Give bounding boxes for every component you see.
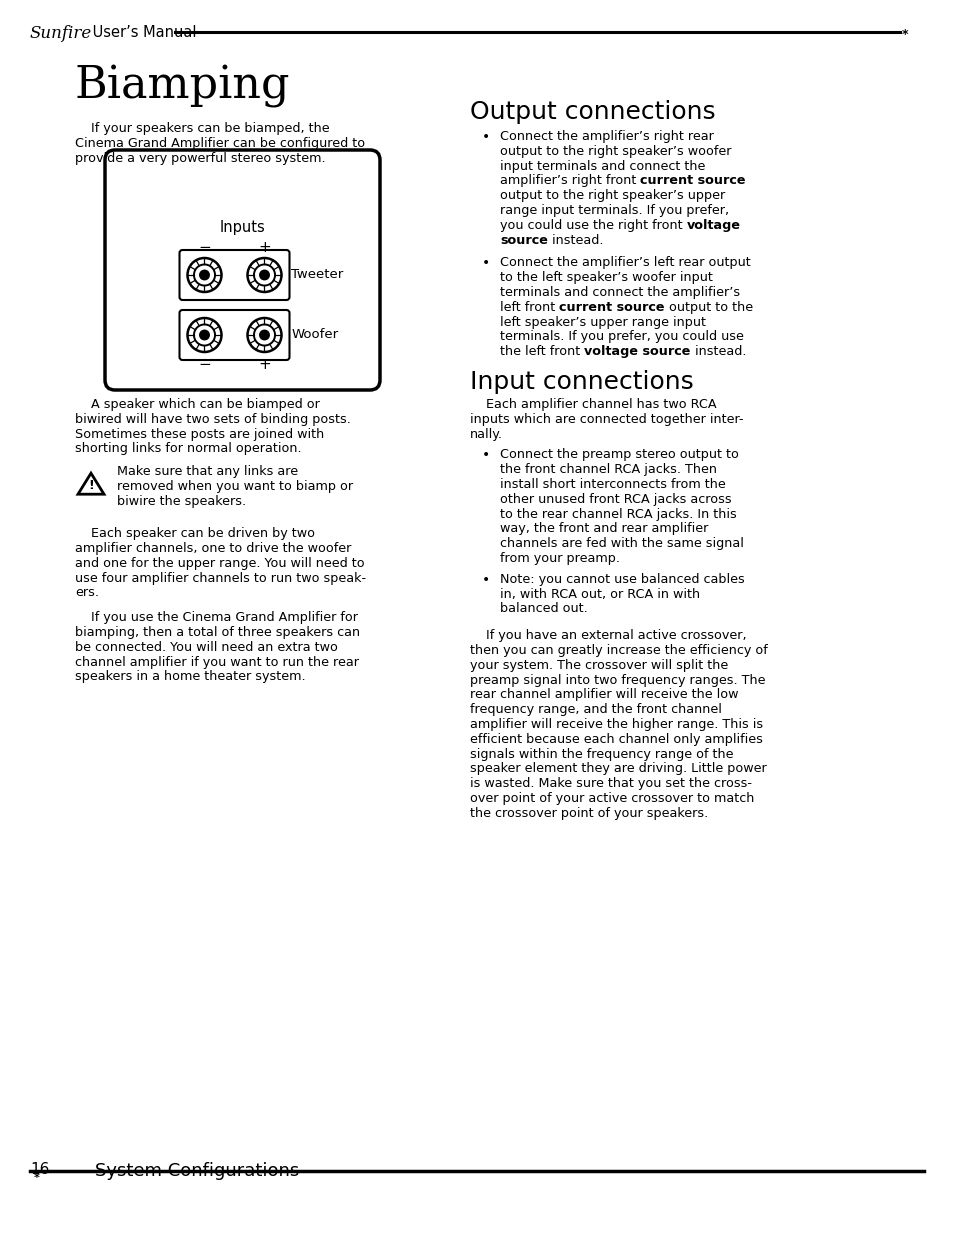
Text: other unused front RCA jacks across: other unused front RCA jacks across xyxy=(499,493,731,506)
Text: biwire the speakers.: biwire the speakers. xyxy=(117,495,246,508)
Text: Connect the amplifier’s left rear output: Connect the amplifier’s left rear output xyxy=(499,257,750,269)
Text: current source: current source xyxy=(558,301,664,314)
Text: biwired will have two sets of binding posts.: biwired will have two sets of binding po… xyxy=(75,412,351,426)
Text: instead.: instead. xyxy=(547,233,602,247)
Text: input terminals and connect the: input terminals and connect the xyxy=(499,159,704,173)
Text: the crossover point of your speakers.: the crossover point of your speakers. xyxy=(470,806,707,820)
Text: range input terminals. If you prefer,: range input terminals. If you prefer, xyxy=(499,204,728,217)
Text: voltage source: voltage source xyxy=(583,346,690,358)
Text: Woofer: Woofer xyxy=(292,329,338,342)
Text: Input connections: Input connections xyxy=(470,370,693,394)
Text: shorting links for normal operation.: shorting links for normal operation. xyxy=(75,442,301,456)
Text: Connect the preamp stereo output to: Connect the preamp stereo output to xyxy=(499,448,739,462)
Text: signals within the frequency range of the: signals within the frequency range of th… xyxy=(470,747,733,761)
Circle shape xyxy=(199,330,209,340)
Text: speakers in a home theater system.: speakers in a home theater system. xyxy=(75,671,305,683)
Text: •: • xyxy=(481,448,490,462)
Text: and one for the upper range. You will need to: and one for the upper range. You will ne… xyxy=(75,557,364,569)
Text: nally.: nally. xyxy=(470,427,502,441)
Text: Cinema Grand Amplifier can be configured to: Cinema Grand Amplifier can be configured… xyxy=(75,137,365,149)
Text: channel amplifier if you want to run the rear: channel amplifier if you want to run the… xyxy=(75,656,358,668)
Text: !: ! xyxy=(88,479,93,492)
Text: biamping, then a total of three speakers can: biamping, then a total of three speakers… xyxy=(75,626,359,638)
Text: Sunfire: Sunfire xyxy=(30,25,92,42)
Text: If your speakers can be biamped, the: If your speakers can be biamped, the xyxy=(75,122,330,135)
Text: If you have an external active crossover,: If you have an external active crossover… xyxy=(470,629,746,642)
Text: Sometimes these posts are joined with: Sometimes these posts are joined with xyxy=(75,427,324,441)
Text: *: * xyxy=(34,1173,40,1183)
Text: speaker element they are driving. Little power: speaker element they are driving. Little… xyxy=(470,762,766,776)
Text: amplifier will receive the higher range. This is: amplifier will receive the higher range.… xyxy=(470,718,762,731)
Text: to the rear channel RCA jacks. In this: to the rear channel RCA jacks. In this xyxy=(499,508,736,521)
Text: Inputs: Inputs xyxy=(219,220,265,235)
Text: 16: 16 xyxy=(30,1162,50,1177)
Text: source: source xyxy=(499,233,547,247)
Text: −: − xyxy=(198,240,211,254)
Text: left speaker’s upper range input: left speaker’s upper range input xyxy=(499,316,705,329)
Circle shape xyxy=(259,330,269,340)
Text: over point of your active crossover to match: over point of your active crossover to m… xyxy=(470,792,754,805)
Text: Each speaker can be driven by two: Each speaker can be driven by two xyxy=(75,527,314,540)
Text: System Configurations: System Configurations xyxy=(95,1162,299,1179)
Text: removed when you want to biamp or: removed when you want to biamp or xyxy=(117,480,353,493)
Text: •: • xyxy=(481,573,490,587)
Text: be connected. You will need an extra two: be connected. You will need an extra two xyxy=(75,641,337,653)
Text: instead.: instead. xyxy=(690,346,745,358)
Text: terminals. If you prefer, you could use: terminals. If you prefer, you could use xyxy=(499,331,743,343)
Text: the left front: the left front xyxy=(499,346,583,358)
Text: ers.: ers. xyxy=(75,587,99,599)
Text: in, with RCA out, or RCA in with: in, with RCA out, or RCA in with xyxy=(499,588,700,600)
Text: rear channel amplifier will receive the low: rear channel amplifier will receive the … xyxy=(470,688,738,701)
Text: left front: left front xyxy=(499,301,558,314)
Text: amplifier’s right front: amplifier’s right front xyxy=(499,174,639,188)
Text: Note: you cannot use balanced cables: Note: you cannot use balanced cables xyxy=(499,573,744,585)
Text: voltage: voltage xyxy=(686,219,740,232)
Text: from your preamp.: from your preamp. xyxy=(499,552,619,564)
Text: efficient because each channel only amplifies: efficient because each channel only ampl… xyxy=(470,732,762,746)
Text: balanced out.: balanced out. xyxy=(499,603,587,615)
Text: output to the right speaker’s upper: output to the right speaker’s upper xyxy=(499,189,724,203)
Text: your system. The crossover will split the: your system. The crossover will split th… xyxy=(470,658,727,672)
Text: A speaker which can be biamped or: A speaker which can be biamped or xyxy=(75,398,319,411)
Text: Each amplifier channel has two RCA: Each amplifier channel has two RCA xyxy=(470,398,716,411)
Text: If you use the Cinema Grand Amplifier for: If you use the Cinema Grand Amplifier fo… xyxy=(75,611,357,624)
Text: current source: current source xyxy=(639,174,745,188)
Text: the front channel RCA jacks. Then: the front channel RCA jacks. Then xyxy=(499,463,717,477)
Text: −: − xyxy=(198,357,211,372)
Text: •: • xyxy=(481,130,490,144)
Text: is wasted. Make sure that you set the cross-: is wasted. Make sure that you set the cr… xyxy=(470,777,751,790)
Circle shape xyxy=(199,270,209,280)
Text: install short interconnects from the: install short interconnects from the xyxy=(499,478,725,492)
Text: Biamping: Biamping xyxy=(75,65,291,109)
Text: terminals and connect the amplifier’s: terminals and connect the amplifier’s xyxy=(499,287,740,299)
Text: output to the right speaker’s woofer: output to the right speaker’s woofer xyxy=(499,144,731,158)
Text: User’s Manual: User’s Manual xyxy=(88,25,196,40)
Text: output to the: output to the xyxy=(664,301,752,314)
Text: *: * xyxy=(901,28,907,41)
Text: Tweeter: Tweeter xyxy=(292,268,343,282)
Text: Output connections: Output connections xyxy=(470,100,715,124)
Text: use four amplifier channels to run two speak-: use four amplifier channels to run two s… xyxy=(75,572,366,584)
Text: preamp signal into two frequency ranges. The: preamp signal into two frequency ranges.… xyxy=(470,673,764,687)
Text: provide a very powerful stereo system.: provide a very powerful stereo system. xyxy=(75,152,325,164)
Text: channels are fed with the same signal: channels are fed with the same signal xyxy=(499,537,743,551)
Text: to the left speaker’s woofer input: to the left speaker’s woofer input xyxy=(499,272,712,284)
Text: you could use the right front: you could use the right front xyxy=(499,219,686,232)
Text: Make sure that any links are: Make sure that any links are xyxy=(117,466,297,478)
Text: +: + xyxy=(258,240,271,254)
Text: inputs which are connected together inter-: inputs which are connected together inte… xyxy=(470,412,742,426)
Text: •: • xyxy=(481,257,490,270)
Text: amplifier channels, one to drive the woofer: amplifier channels, one to drive the woo… xyxy=(75,542,351,555)
Text: Connect the amplifier’s right rear: Connect the amplifier’s right rear xyxy=(499,130,713,143)
Text: then you can greatly increase the efficiency of: then you can greatly increase the effici… xyxy=(470,643,767,657)
Text: way, the front and rear amplifier: way, the front and rear amplifier xyxy=(499,522,708,536)
Text: frequency range, and the front channel: frequency range, and the front channel xyxy=(470,703,721,716)
Text: +: + xyxy=(258,357,271,372)
FancyBboxPatch shape xyxy=(105,149,379,390)
Circle shape xyxy=(259,270,269,280)
